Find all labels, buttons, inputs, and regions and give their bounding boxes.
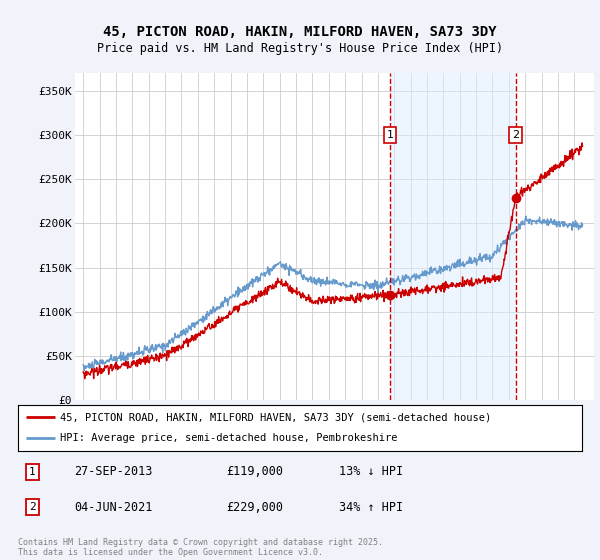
Text: 34% ↑ HPI: 34% ↑ HPI bbox=[340, 501, 404, 514]
Text: 1: 1 bbox=[29, 467, 35, 477]
Bar bbox=[390, 73, 516, 400]
Text: HPI: Average price, semi-detached house, Pembrokeshire: HPI: Average price, semi-detached house,… bbox=[60, 433, 398, 444]
Text: 45, PICTON ROAD, HAKIN, MILFORD HAVEN, SA73 3DY: 45, PICTON ROAD, HAKIN, MILFORD HAVEN, S… bbox=[103, 25, 497, 39]
Text: 1: 1 bbox=[386, 130, 394, 140]
Text: Price paid vs. HM Land Registry's House Price Index (HPI): Price paid vs. HM Land Registry's House … bbox=[97, 42, 503, 55]
Text: 27-SEP-2013: 27-SEP-2013 bbox=[74, 465, 153, 478]
Text: 13% ↓ HPI: 13% ↓ HPI bbox=[340, 465, 404, 478]
Text: 45, PICTON ROAD, HAKIN, MILFORD HAVEN, SA73 3DY (semi-detached house): 45, PICTON ROAD, HAKIN, MILFORD HAVEN, S… bbox=[60, 412, 491, 422]
Text: 04-JUN-2021: 04-JUN-2021 bbox=[74, 501, 153, 514]
Text: 2: 2 bbox=[512, 130, 520, 140]
Text: £229,000: £229,000 bbox=[227, 501, 284, 514]
Text: Contains HM Land Registry data © Crown copyright and database right 2025.
This d: Contains HM Land Registry data © Crown c… bbox=[18, 538, 383, 557]
Text: 2: 2 bbox=[29, 502, 35, 512]
Text: £119,000: £119,000 bbox=[227, 465, 284, 478]
